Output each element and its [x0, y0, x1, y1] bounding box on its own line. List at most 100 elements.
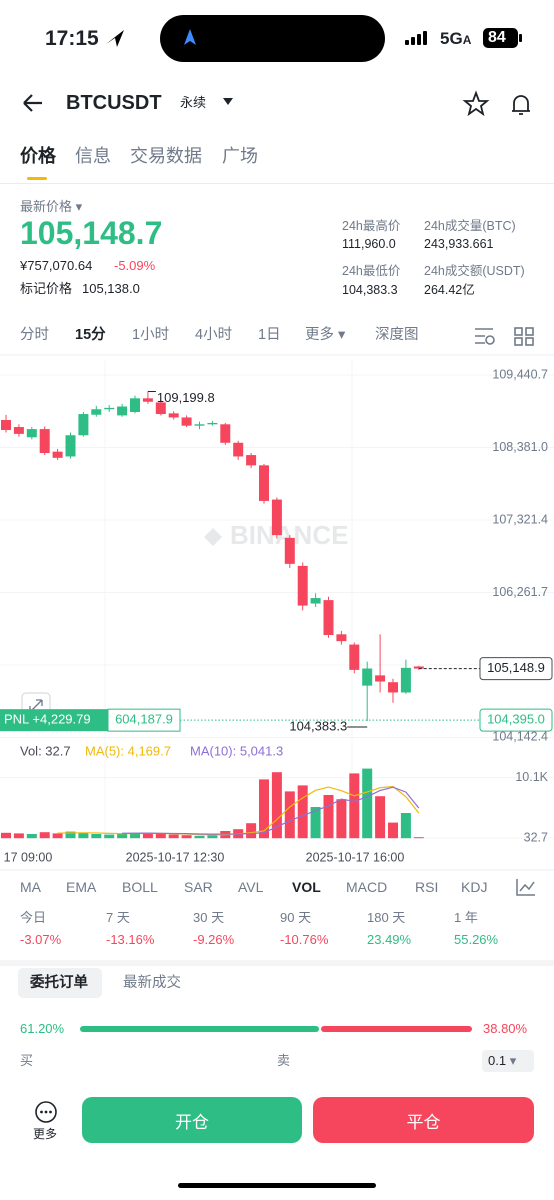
volume-bar [142, 834, 153, 839]
indicator[interactable]: VOL [292, 879, 321, 895]
interval[interactable]: 深度图 [375, 327, 419, 343]
status-icons [106, 15, 522, 62]
candle-body [39, 429, 50, 454]
candle-body [155, 402, 166, 415]
candle-body [336, 634, 347, 642]
candle-body [13, 427, 24, 434]
volume-bar [65, 831, 76, 839]
header-icons [23, 90, 530, 117]
location-icon [106, 30, 124, 47]
interval-more[interactable]: 更多 ▾ [305, 327, 346, 343]
candle-body [142, 398, 153, 402]
icon-dot [40, 1110, 43, 1114]
indicator[interactable]: AVL [238, 879, 264, 895]
cny-price: ¥757,070.64 [20, 258, 93, 273]
interval[interactable]: 分时 [20, 327, 49, 343]
tab[interactable]: 交易数据 [130, 146, 202, 166]
settings-icon[interactable] [475, 328, 493, 344]
signal-bar [423, 31, 427, 45]
x-tick-label: 2025-10-17 16:00 [306, 850, 405, 864]
candle-body [297, 565, 308, 606]
volume-bar [297, 785, 308, 839]
period: 今日 [20, 910, 47, 925]
indicator[interactable]: SAR [184, 879, 213, 895]
interval[interactable]: 4小时 [195, 327, 233, 343]
stat-value: 104,383.3 [342, 283, 398, 297]
layout-icon [525, 327, 534, 336]
close-position-button[interactable]: 平仓 [313, 1097, 534, 1143]
battery-level: 84 [488, 29, 506, 46]
alert-button[interactable] [512, 95, 530, 115]
nav-icon [184, 29, 196, 45]
layout-icon[interactable] [514, 327, 523, 336]
indicator[interactable]: EMA [66, 879, 97, 895]
volume-tick-label: 32.7 [524, 830, 548, 844]
period-change: -3.07% [20, 932, 62, 947]
interval[interactable]: 1小时 [132, 327, 170, 343]
candle-body [181, 417, 192, 426]
label: 更多 [305, 327, 334, 343]
indicator[interactable]: RSI [415, 879, 439, 895]
period: 90 天 [280, 910, 312, 925]
volume-bar [13, 833, 24, 839]
volume-bar [375, 796, 386, 839]
candle-body [400, 667, 411, 693]
last-price-tag [479, 657, 553, 681]
last-price-label: 最新价格 ▾ [20, 199, 83, 214]
candle-body [207, 422, 218, 425]
candlestick-chart: BINANCE 109,440.7108,381.0107,321.4106,2… [0, 354, 554, 871]
x-tick-label: 2025-10-17 12:30 [126, 850, 225, 864]
interval[interactable]: 15分 [75, 327, 106, 343]
pnl-label: PNL +4,229.79 [4, 712, 91, 727]
volume-bar [362, 768, 373, 839]
volume-bar [388, 822, 398, 839]
candle-body [271, 499, 282, 536]
volume-bar [413, 837, 424, 839]
volume-bar [323, 795, 334, 839]
dynamic-island [160, 15, 385, 62]
tab-indicator [27, 177, 47, 180]
period-change: 55.26% [454, 932, 499, 947]
position-size-tag [107, 708, 181, 732]
favorite-button[interactable] [462, 90, 490, 117]
stat-label: 24h成交量(BTC) [424, 219, 516, 233]
volume-bar [181, 835, 192, 839]
pnl-tag [0, 709, 108, 732]
network: 5GA [440, 29, 472, 48]
period-change: -13.16% [106, 932, 155, 947]
candle-body [323, 600, 334, 635]
indicator-settings[interactable] [514, 876, 538, 898]
open-position-button[interactable]: 开仓 [82, 1097, 302, 1143]
tab[interactable]: 广场 [222, 146, 258, 166]
tab[interactable]: 价格 [20, 146, 56, 166]
candle-body [259, 465, 269, 501]
volume-label: Vol: 32.7 [20, 743, 71, 758]
symbol-dropdown[interactable] [223, 98, 233, 105]
indicator[interactable]: MACD [346, 879, 388, 895]
sell-ratio: 38.80% [483, 1021, 528, 1036]
precision-value: 0.1 [488, 1053, 507, 1068]
candle-body [375, 675, 386, 682]
back-button[interactable] [23, 94, 42, 112]
stat-value: 111,960.0 [342, 237, 396, 251]
indicator[interactable]: MA [20, 879, 41, 895]
contract-type: 永续 [180, 95, 207, 110]
chart-icon [516, 879, 535, 896]
tab[interactable]: 信息 [75, 146, 111, 166]
y-tick-label: 106,261.7 [492, 585, 548, 599]
more-label[interactable]: 更多 [33, 1127, 58, 1141]
stat-label: 24h最高价 [342, 219, 401, 233]
order-tab[interactable]: 最新成交 [123, 975, 181, 991]
volume-bar [130, 832, 140, 839]
label: 最新价格 [20, 199, 73, 214]
indicator[interactable]: KDJ [461, 879, 488, 895]
volume-bar [117, 833, 128, 839]
order-tab[interactable]: 委托订单 [30, 975, 88, 991]
ratio-bar [80, 1026, 472, 1032]
interval[interactable]: 1日 [258, 327, 281, 343]
precision-select[interactable] [482, 1050, 534, 1072]
more-icon[interactable] [34, 1100, 58, 1124]
indicator[interactable]: BOLL [122, 879, 158, 895]
buy-header: 买 [20, 1053, 34, 1068]
ma10-legend: MA(10): 5,041.3 [190, 743, 283, 758]
